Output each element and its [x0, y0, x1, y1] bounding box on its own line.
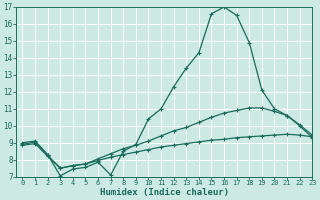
X-axis label: Humidex (Indice chaleur): Humidex (Indice chaleur) — [100, 188, 229, 197]
